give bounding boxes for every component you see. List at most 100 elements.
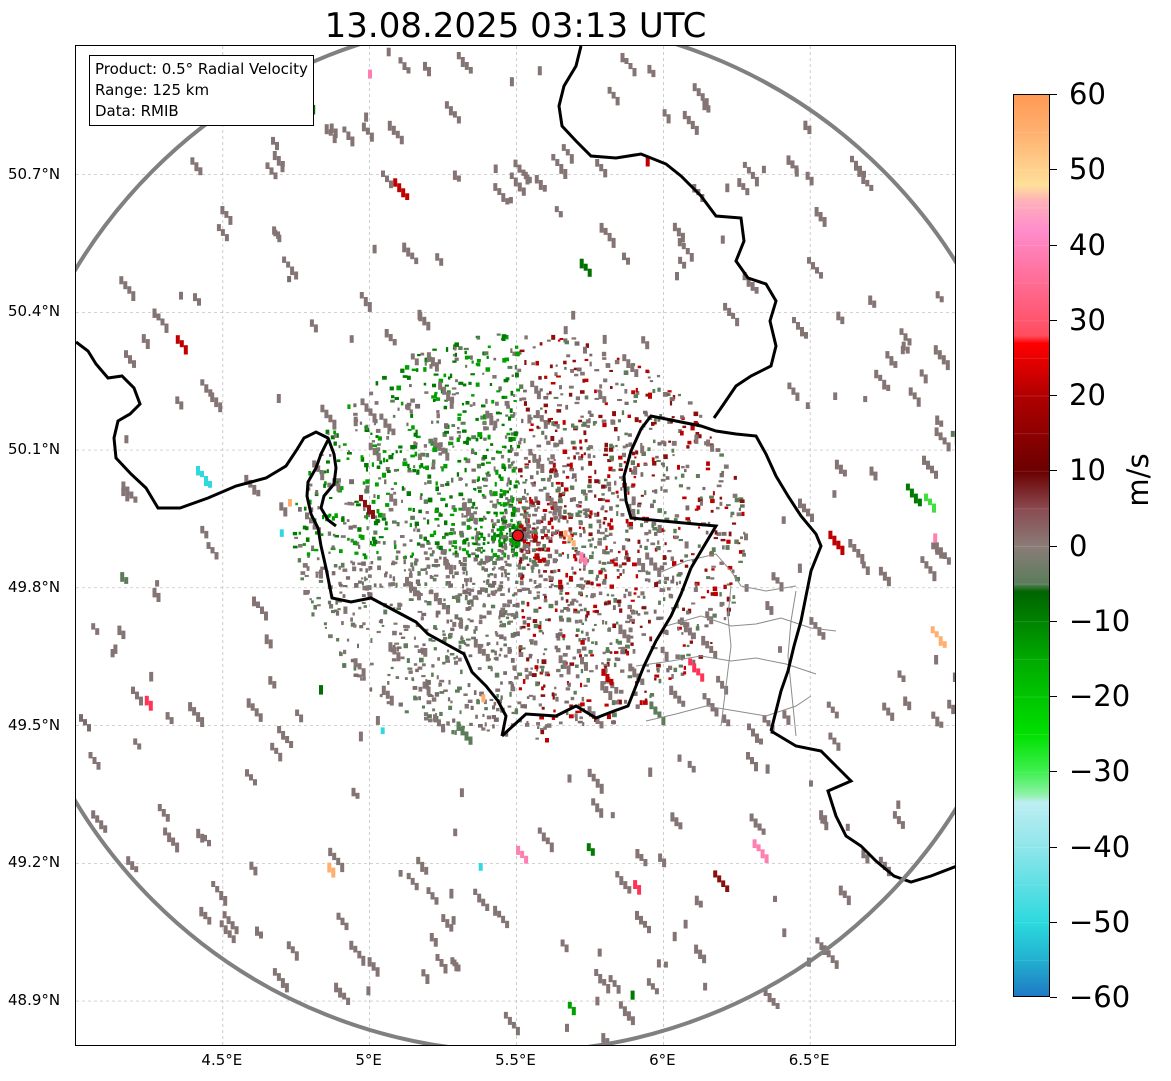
echo-gate: [560, 609, 564, 613]
radar-map-canvas[interactable]: [76, 46, 956, 1046]
radar-site-marker[interactable]: [511, 529, 524, 542]
echo-gate: [406, 658, 410, 663]
echo-gate: [332, 852, 337, 861]
echo-gate: [496, 555, 500, 559]
echo-gate: [488, 556, 493, 559]
echo-gate: [833, 392, 838, 400]
echo-gate: [439, 959, 444, 967]
echo-gate: [599, 808, 604, 818]
echo-gate: [575, 717, 578, 722]
echo-gate: [490, 519, 494, 523]
echo-gate: [632, 451, 635, 456]
echo-gate: [370, 638, 373, 643]
echo-gate: [563, 509, 567, 514]
echo-gate: [578, 603, 582, 607]
echo-gate: [445, 452, 450, 461]
echo-gate: [259, 931, 263, 939]
echo-gate: [609, 506, 613, 511]
echo-gate: [398, 702, 403, 707]
echo-gate: [522, 546, 527, 551]
echo-gate: [493, 701, 497, 706]
echo-gate: [504, 357, 510, 362]
echo-gate: [597, 540, 602, 546]
echo-gate: [489, 573, 494, 576]
echo-gate: [175, 842, 180, 853]
echo-gate: [384, 329, 389, 338]
echo-gate: [761, 165, 766, 174]
echo-gate: [501, 423, 505, 427]
echo-gate: [540, 694, 546, 697]
echo-gate: [350, 538, 354, 543]
echo-gate: [850, 155, 854, 163]
echo-gate: [536, 470, 539, 475]
echo-gate: [806, 508, 810, 517]
echo-gate: [662, 629, 668, 635]
echo-gate: [510, 414, 515, 418]
echo-gate: [595, 159, 600, 167]
echo-gate: [628, 627, 633, 633]
echo-gate: [389, 493, 394, 502]
echo-gate: [604, 665, 607, 669]
echo-gate: [417, 666, 423, 670]
radar-map[interactable]: [75, 45, 956, 1046]
echo-gate: [550, 454, 555, 460]
echo-gate: [601, 419, 607, 423]
echo-gate: [451, 505, 455, 510]
echo-gate: [613, 414, 616, 417]
echo-gate: [551, 482, 554, 487]
echo-gate: [400, 656, 405, 660]
echo-gate: [618, 468, 624, 471]
echo-gate: [388, 642, 393, 652]
echo-gate: [483, 515, 486, 520]
echo-gate: [555, 633, 560, 638]
echo-gate: [692, 663, 697, 673]
echo-gate: [605, 1038, 610, 1045]
echo-gate: [529, 557, 532, 563]
echo-gate: [525, 479, 528, 482]
echo-gate: [252, 596, 256, 607]
echo-gate: [361, 668, 366, 677]
echo-gate: [553, 509, 558, 513]
echo-gate: [594, 718, 597, 722]
echo-gate: [417, 354, 421, 357]
echo-gate: [538, 488, 544, 492]
echo-gate: [527, 547, 531, 551]
echo-gate: [620, 646, 626, 651]
echo-gate: [410, 413, 414, 418]
echo-gate: [702, 693, 707, 700]
colorbar-tick-mark: [1050, 319, 1057, 321]
echo-gate: [567, 535, 572, 542]
echo-gate: [381, 624, 385, 627]
echo-gate: [426, 887, 431, 894]
echo-gate: [678, 822, 683, 830]
echo-gate: [328, 551, 331, 554]
echo-gate: [130, 861, 135, 870]
echo-gate: [420, 861, 425, 872]
echo-gate: [678, 484, 683, 488]
echo-gate: [584, 617, 588, 622]
echo-gate: [569, 466, 573, 469]
echo-gate: [346, 638, 350, 642]
echo-gate: [157, 804, 162, 812]
echo-gate: [791, 387, 796, 395]
echo-gate: [309, 517, 313, 524]
echo-gate: [329, 497, 333, 499]
echo-gate: [649, 557, 654, 566]
echo-gate: [545, 738, 549, 743]
echo-gate: [165, 814, 170, 822]
echo-gate: [413, 586, 417, 597]
echo-gate: [598, 479, 601, 484]
echo-gate: [568, 579, 574, 582]
echo-gate: [465, 537, 469, 542]
echo-gate: [465, 643, 470, 647]
echo-gate: [456, 116, 461, 124]
echo-gate: [352, 612, 355, 616]
echo-gate: [574, 608, 578, 612]
echo-gate: [533, 531, 538, 535]
echo-gate: [446, 721, 450, 726]
echo-gate: [430, 575, 434, 579]
echo-gate: [498, 584, 503, 588]
echo-gate: [420, 493, 423, 497]
echo-gate: [588, 445, 593, 448]
echo-gate: [547, 520, 552, 526]
